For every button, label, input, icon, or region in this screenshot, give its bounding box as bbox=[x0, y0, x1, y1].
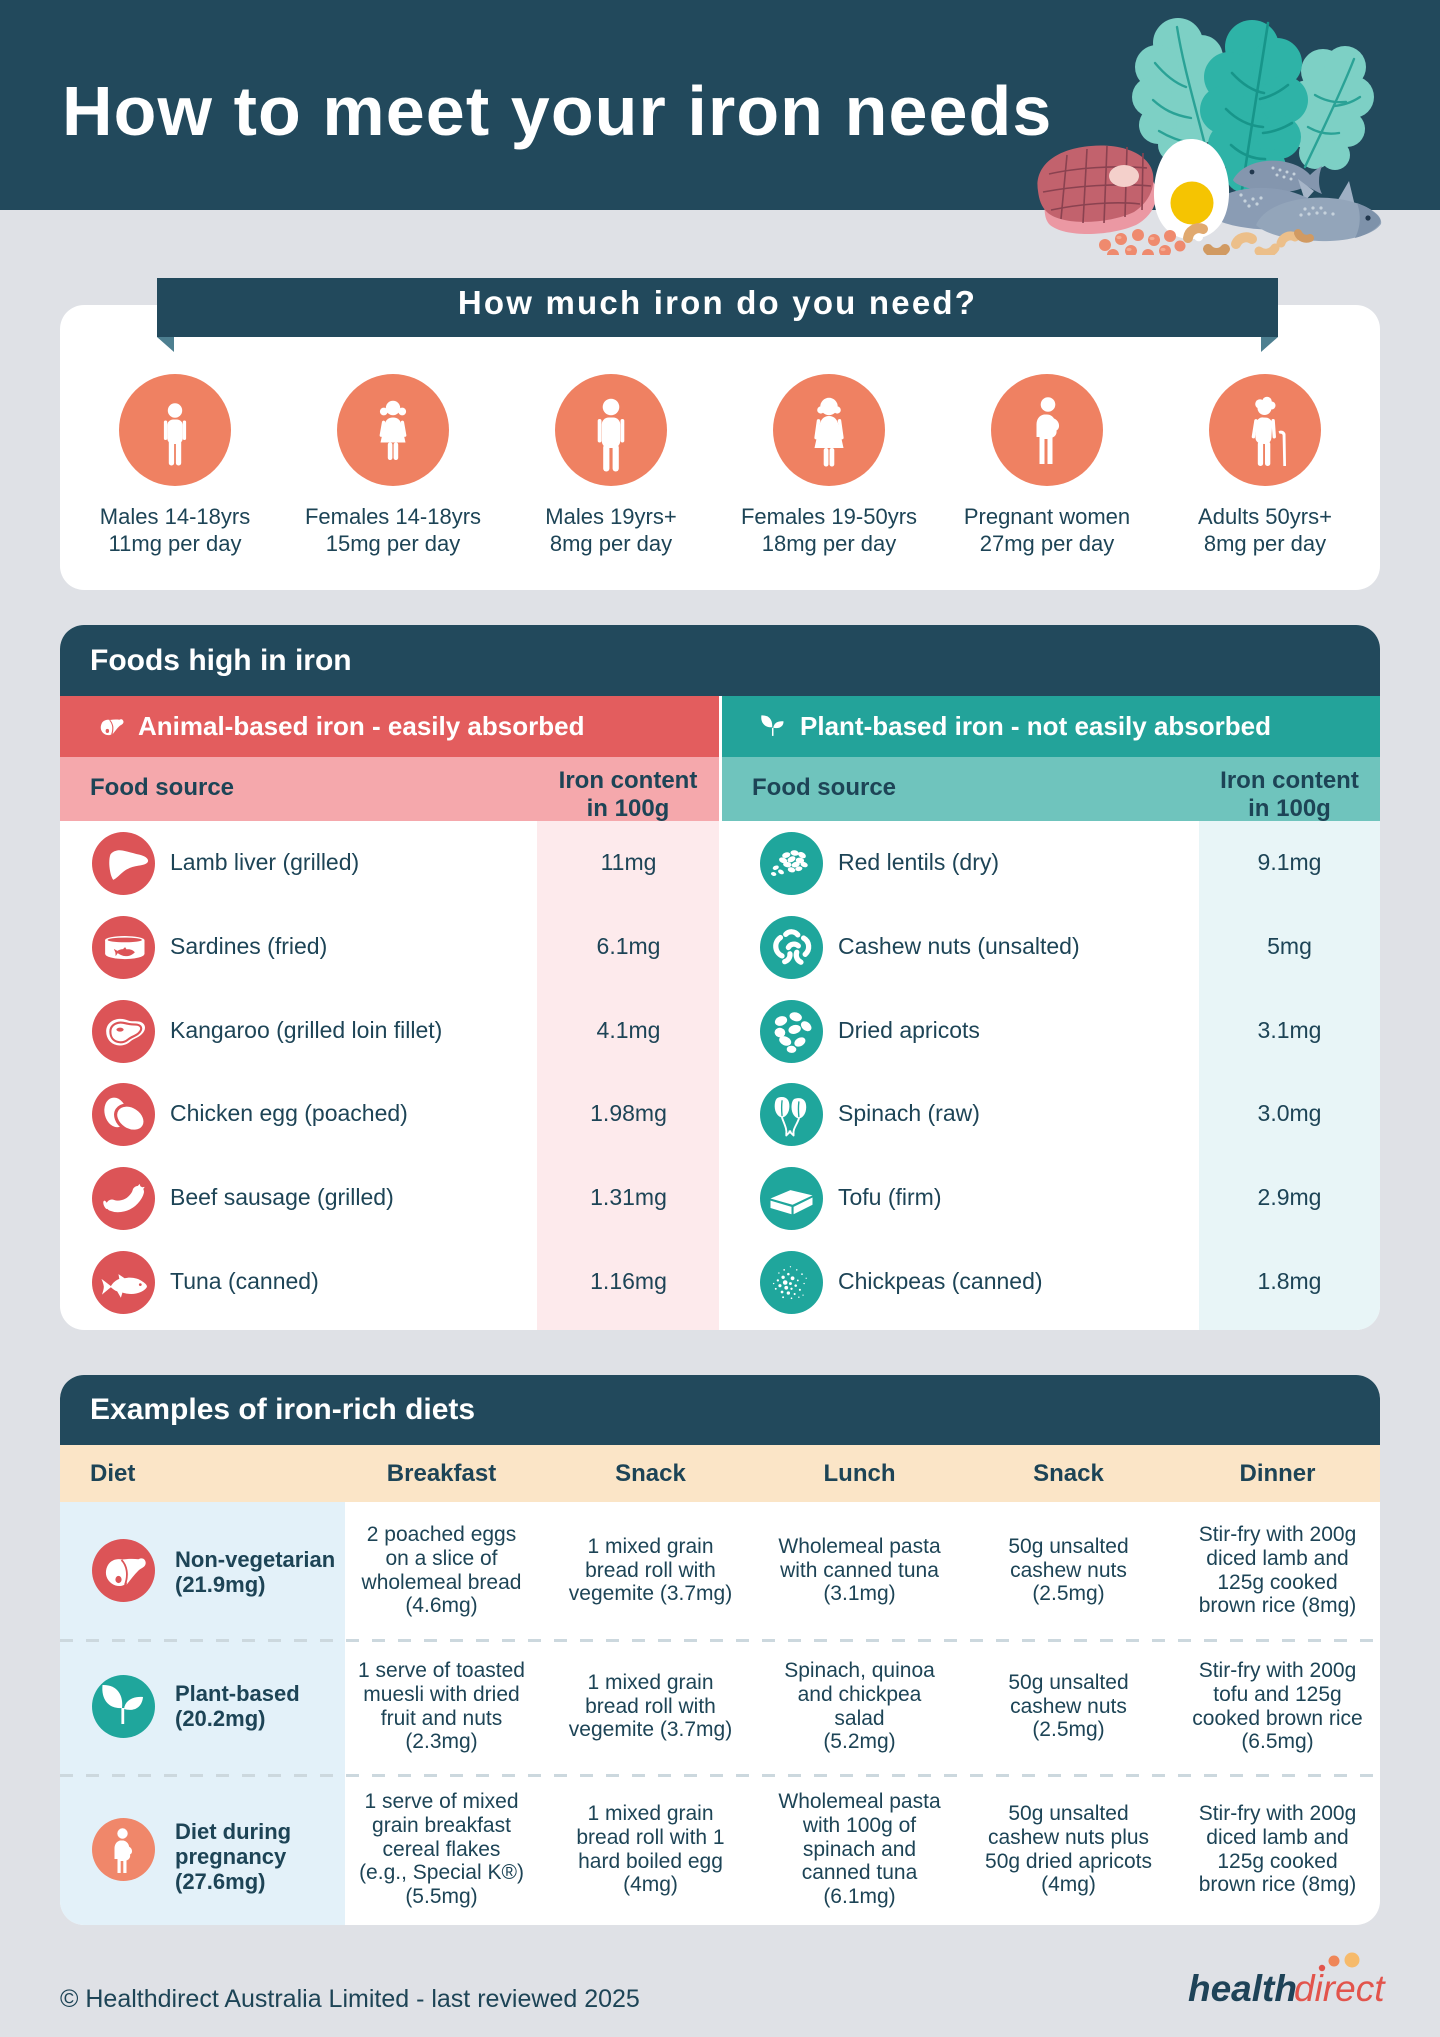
svg-text:health: health bbox=[1188, 1968, 1297, 2009]
svg-text:direct: direct bbox=[1294, 1968, 1386, 2009]
